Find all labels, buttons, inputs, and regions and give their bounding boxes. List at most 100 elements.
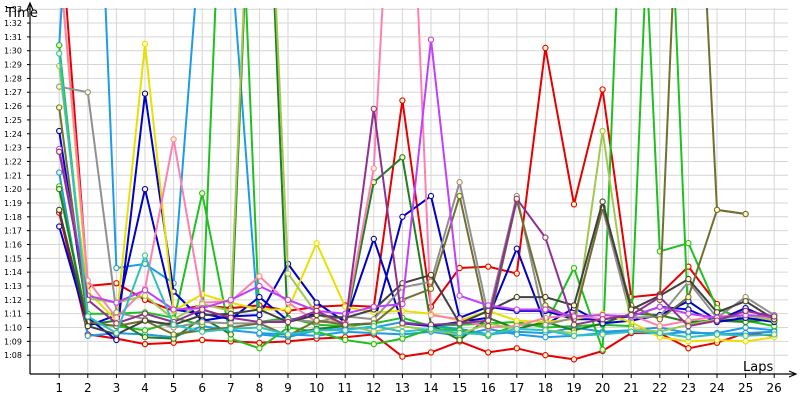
y-axis-title: Time bbox=[5, 6, 38, 21]
y-tick-label: 1:08 bbox=[4, 351, 22, 360]
data-point bbox=[513, 245, 520, 252]
data-point bbox=[284, 296, 292, 303]
data-point bbox=[342, 327, 349, 334]
data-point bbox=[685, 293, 692, 301]
data-point bbox=[771, 313, 778, 320]
data-point bbox=[313, 317, 320, 324]
y-axis-arrow bbox=[26, 1, 34, 11]
data-point bbox=[170, 321, 177, 328]
x-tick-label: 9 bbox=[284, 381, 292, 395]
y-tick-label: 1:25 bbox=[4, 116, 22, 125]
x-tick-label: 24 bbox=[709, 381, 724, 395]
data-point bbox=[513, 331, 520, 338]
data-point bbox=[685, 328, 692, 335]
data-point bbox=[113, 299, 120, 306]
y-tick-label: 1:12 bbox=[4, 296, 22, 305]
data-point bbox=[570, 321, 578, 328]
data-point bbox=[227, 331, 234, 338]
data-point bbox=[141, 317, 149, 324]
data-point bbox=[713, 331, 721, 338]
series-line bbox=[58, 200, 775, 336]
data-point bbox=[570, 302, 578, 309]
data-point bbox=[313, 239, 320, 247]
data-point bbox=[56, 223, 63, 230]
data-point bbox=[485, 331, 492, 338]
series-line bbox=[62, 8, 775, 343]
data-point bbox=[427, 349, 435, 356]
data-point bbox=[685, 310, 692, 317]
data-point bbox=[199, 336, 206, 344]
data-point bbox=[685, 345, 692, 352]
data-point bbox=[599, 86, 606, 93]
data-point bbox=[570, 356, 578, 363]
data-point bbox=[599, 316, 606, 323]
y-tick-label: 1:09 bbox=[4, 337, 22, 346]
y-tick-label: 1:14 bbox=[4, 268, 22, 277]
series-line bbox=[58, 53, 775, 339]
x-tick-label: 5 bbox=[170, 381, 178, 395]
data-point bbox=[656, 293, 663, 301]
data-point bbox=[56, 50, 63, 57]
data-point bbox=[513, 306, 520, 313]
y-tick-label: 1:33 bbox=[4, 5, 22, 14]
y-tick-label: 1:20 bbox=[4, 185, 22, 194]
data-point bbox=[399, 328, 406, 335]
data-point bbox=[370, 322, 377, 330]
series-line bbox=[62, 8, 775, 329]
data-point bbox=[713, 317, 721, 324]
data-point bbox=[570, 332, 578, 339]
data-point bbox=[56, 104, 63, 111]
data-point bbox=[84, 313, 91, 320]
y-tick-label: 1:26 bbox=[4, 102, 22, 111]
data-point bbox=[199, 318, 206, 326]
data-point bbox=[542, 44, 549, 52]
data-point bbox=[56, 127, 63, 135]
series-line bbox=[58, 8, 775, 341]
data-point bbox=[628, 311, 635, 319]
data-point bbox=[427, 271, 435, 279]
data-point bbox=[113, 264, 120, 272]
data-point bbox=[742, 307, 749, 315]
data-point bbox=[685, 322, 692, 330]
data-point bbox=[599, 331, 606, 338]
data-point bbox=[170, 331, 177, 338]
y-tick-label: 1:21 bbox=[4, 171, 22, 180]
data-point bbox=[513, 270, 520, 277]
data-point bbox=[542, 321, 549, 328]
data-point bbox=[199, 328, 206, 335]
data-point bbox=[313, 327, 320, 334]
y-tick-label: 1:15 bbox=[4, 254, 22, 263]
data-point bbox=[742, 324, 749, 331]
data-point bbox=[485, 322, 492, 330]
x-tick-label: 22 bbox=[652, 381, 667, 395]
series-19 bbox=[56, 50, 778, 341]
data-point bbox=[456, 336, 463, 344]
data-point bbox=[256, 324, 263, 331]
data-point bbox=[513, 317, 520, 324]
data-point bbox=[570, 201, 578, 208]
data-point bbox=[713, 206, 721, 214]
series-line bbox=[58, 8, 775, 336]
data-point bbox=[313, 307, 320, 315]
y-tick-label: 1:22 bbox=[4, 157, 22, 166]
data-point bbox=[284, 318, 292, 326]
data-point bbox=[399, 320, 406, 327]
x-axis-title: Laps bbox=[743, 360, 773, 375]
x-axis-arrow bbox=[788, 370, 798, 378]
x-tick-label: 19 bbox=[566, 381, 581, 395]
data-point bbox=[84, 322, 91, 330]
data-point bbox=[256, 306, 263, 313]
y-tick-label: 1:23 bbox=[4, 144, 22, 153]
data-point bbox=[542, 327, 549, 334]
data-point bbox=[485, 263, 492, 270]
data-point bbox=[199, 311, 206, 319]
data-point bbox=[427, 325, 435, 333]
data-point bbox=[656, 322, 663, 330]
plot-area bbox=[56, 8, 778, 363]
data-point bbox=[685, 239, 692, 247]
data-point bbox=[56, 148, 63, 155]
y-tick-label: 1:18 bbox=[4, 213, 22, 222]
y-tick-label: 1:30 bbox=[4, 47, 22, 56]
data-point bbox=[113, 329, 120, 337]
data-point bbox=[84, 89, 91, 96]
